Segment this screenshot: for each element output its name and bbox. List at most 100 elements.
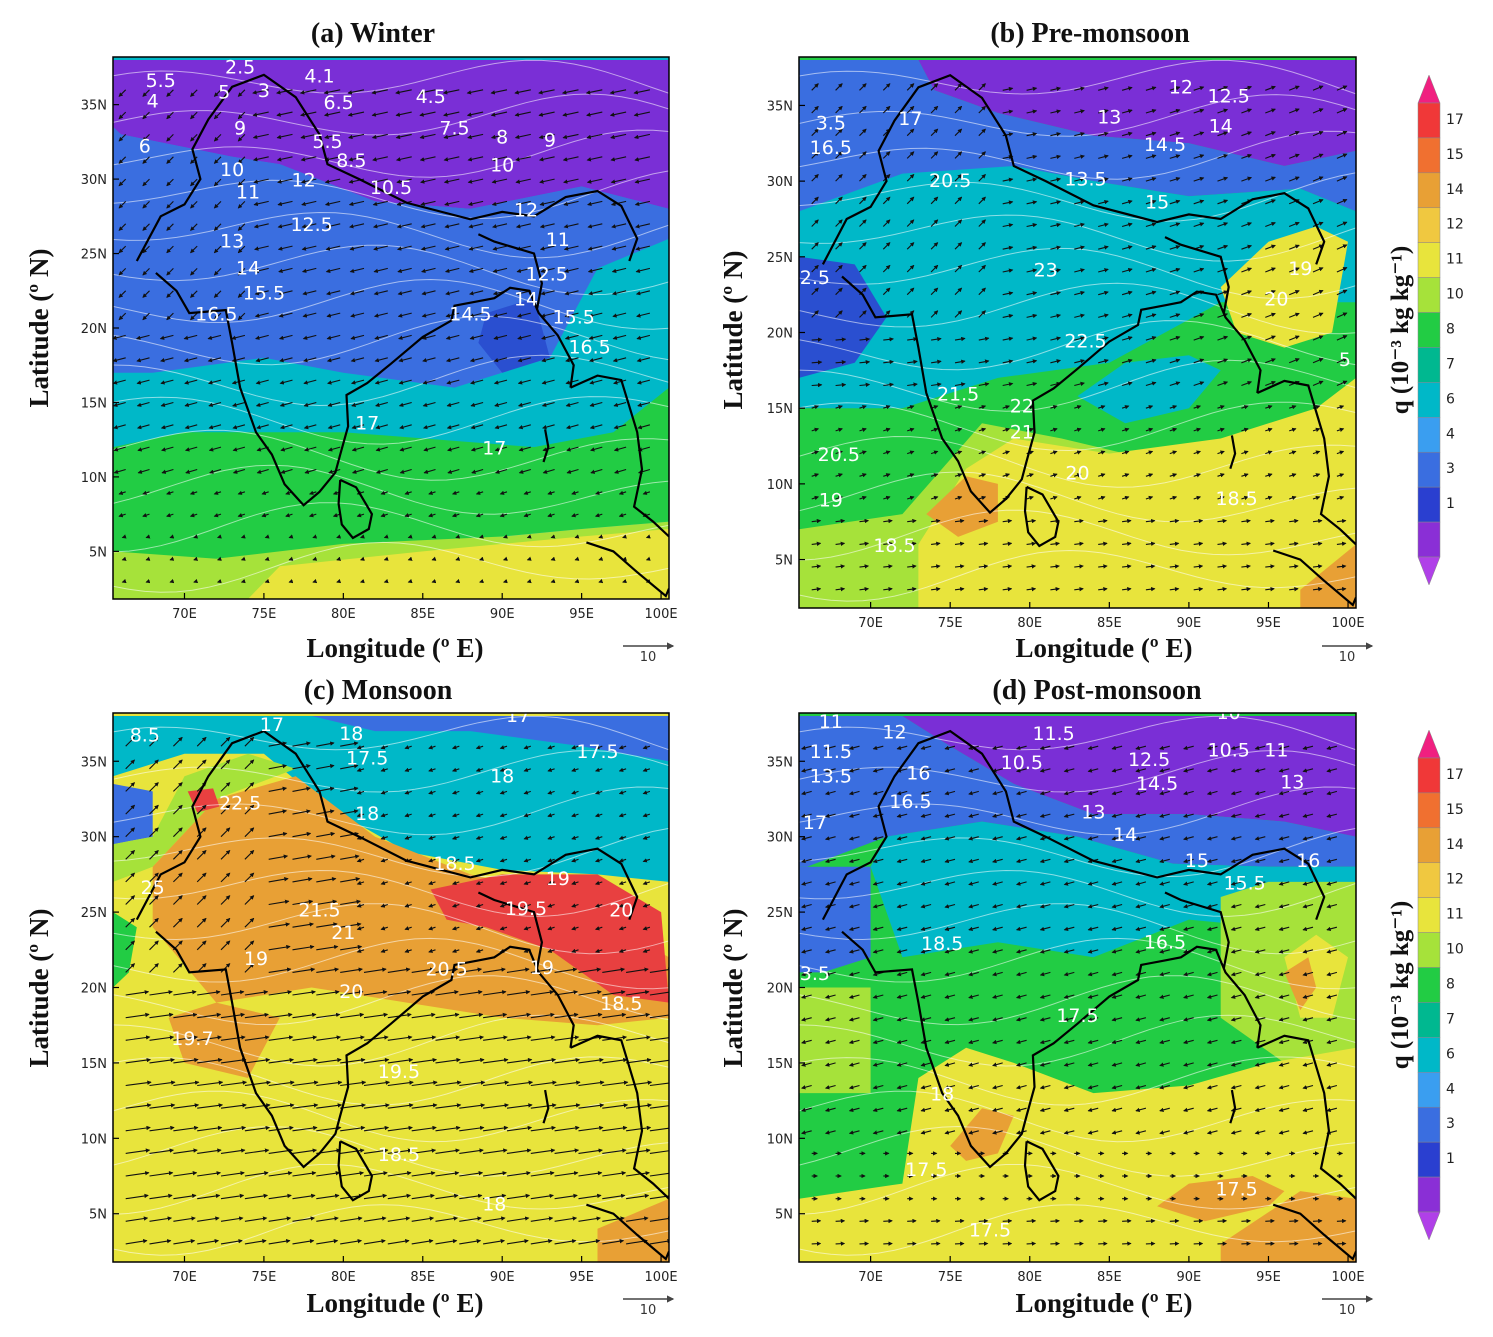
wind-arrow <box>396 200 412 207</box>
contour-label: 17 <box>803 812 827 834</box>
wind-arrow <box>190 245 198 254</box>
wind-arrow <box>446 401 460 407</box>
wind-arrow <box>503 578 508 584</box>
y-tick-label: 15N <box>81 1057 107 1072</box>
wind-arrow <box>493 357 508 363</box>
panel-title: (d) Post-monsoon <box>992 675 1202 706</box>
wind-arrow <box>514 111 531 117</box>
wind-arrow <box>350 312 365 318</box>
wind-arrow <box>563 223 579 229</box>
contour-label: 3 <box>258 80 270 102</box>
wind-arrow <box>622 534 627 539</box>
wind-arrow <box>1312 586 1323 592</box>
wind-arrow <box>278 312 293 318</box>
wind-arrow <box>323 89 341 95</box>
x-tick-label: 85E <box>1097 616 1122 631</box>
wind-arrow <box>253 200 269 207</box>
wind-arrow <box>278 267 293 273</box>
wind-arrow <box>276 156 293 162</box>
wind-arrow <box>113 401 126 407</box>
wind-arrow <box>452 490 460 495</box>
wind-arrow <box>492 223 508 229</box>
wind-arrow <box>585 89 603 95</box>
wind-arrow <box>420 200 436 207</box>
wind-arrow <box>302 334 317 340</box>
wind-arrow <box>468 223 484 229</box>
wind-arrow <box>277 245 293 251</box>
y-tick-label: 10N <box>81 471 107 486</box>
contour-label: 11.5 <box>810 741 852 763</box>
x-axis-title: Longitude (º E) <box>307 1288 484 1318</box>
wind-arrow <box>276 133 293 140</box>
contour-line <box>113 211 669 259</box>
y-tick-label: 20N <box>767 327 793 342</box>
contour-label: 15.5 <box>553 307 595 329</box>
map-pre-monsoon[interactable]: 3.5 17 16.5 12 12.5 13 14 14.5 13.5 15 20.5 2.5 23 19… <box>799 57 1356 608</box>
wind-arrow <box>470 424 484 430</box>
colorbar-segment <box>1417 792 1441 829</box>
wind-arrow <box>540 267 555 273</box>
wind-arrow <box>907 1218 917 1224</box>
wind-arrow <box>634 200 651 207</box>
wind-arrow <box>237 268 246 276</box>
wind-arrow <box>118 156 127 164</box>
wind-arrow <box>493 312 508 318</box>
colorbar-bottom-arrow <box>1417 556 1441 586</box>
wind-arrow <box>324 133 341 140</box>
wind-arrow <box>499 490 508 495</box>
wind-arrow <box>396 178 412 184</box>
wind-arrow <box>118 178 127 187</box>
wind-arrow <box>1265 1218 1275 1224</box>
wind-arrow <box>118 290 127 298</box>
colorbar-label: 12 <box>1446 217 1464 233</box>
wind-arrow <box>395 133 412 140</box>
wind-arrow <box>261 513 269 518</box>
x-tick-label: 95E <box>569 1270 594 1285</box>
wind-arrow <box>491 200 508 207</box>
wind-arrow <box>276 89 293 95</box>
wind-arrow <box>142 111 150 120</box>
map-monsoon[interactable]: 8.5 17 1817.51717.5181822.518.5192521.5211… <box>113 705 675 1262</box>
contour-label: 5 <box>1339 349 1351 371</box>
wind-arrow <box>618 513 627 518</box>
colorbar-label: 4 <box>1446 1081 1455 1097</box>
wind-arrow <box>431 534 437 539</box>
wind-arrow <box>811 586 822 592</box>
wind-arrow <box>118 201 127 209</box>
wind-arrow <box>371 111 388 117</box>
wind-arrow <box>373 267 388 273</box>
y-tick-label: 25N <box>767 251 793 266</box>
wind-arrow <box>618 490 627 495</box>
contour-line <box>799 401 1356 452</box>
wind-arrow <box>326 312 341 318</box>
colorbar-segment <box>1417 277 1441 313</box>
reference-vector: 10 <box>1322 1295 1374 1318</box>
wind-arrow <box>610 156 627 162</box>
wind-arrow <box>184 379 198 385</box>
wind-arrow <box>613 446 627 452</box>
colorbar-label: 11 <box>1446 907 1464 923</box>
wind-arrow <box>541 334 555 340</box>
wind-arrow <box>564 334 579 340</box>
contour-label: 10 <box>220 159 244 181</box>
wind-arrow <box>420 223 436 229</box>
wind-arrow <box>1193 1218 1204 1224</box>
wind-arrow <box>526 556 532 561</box>
x-tick-label: 100E <box>1332 616 1365 631</box>
wind-arrow <box>1122 1218 1132 1224</box>
wind-arrow <box>166 290 174 298</box>
wind-arrow <box>208 401 222 407</box>
reference-vector-label: 10 <box>1339 1303 1356 1318</box>
wind-arrow <box>166 89 174 97</box>
wind-arrow <box>256 468 269 474</box>
contour-label: 8.5 <box>130 725 160 747</box>
wind-arrow <box>444 245 460 251</box>
wind-arrow <box>347 89 365 95</box>
wind-arrow <box>550 556 556 561</box>
wind-arrow <box>288 556 294 561</box>
wind-arrow <box>1098 586 1108 592</box>
wind-arrow <box>190 290 198 298</box>
